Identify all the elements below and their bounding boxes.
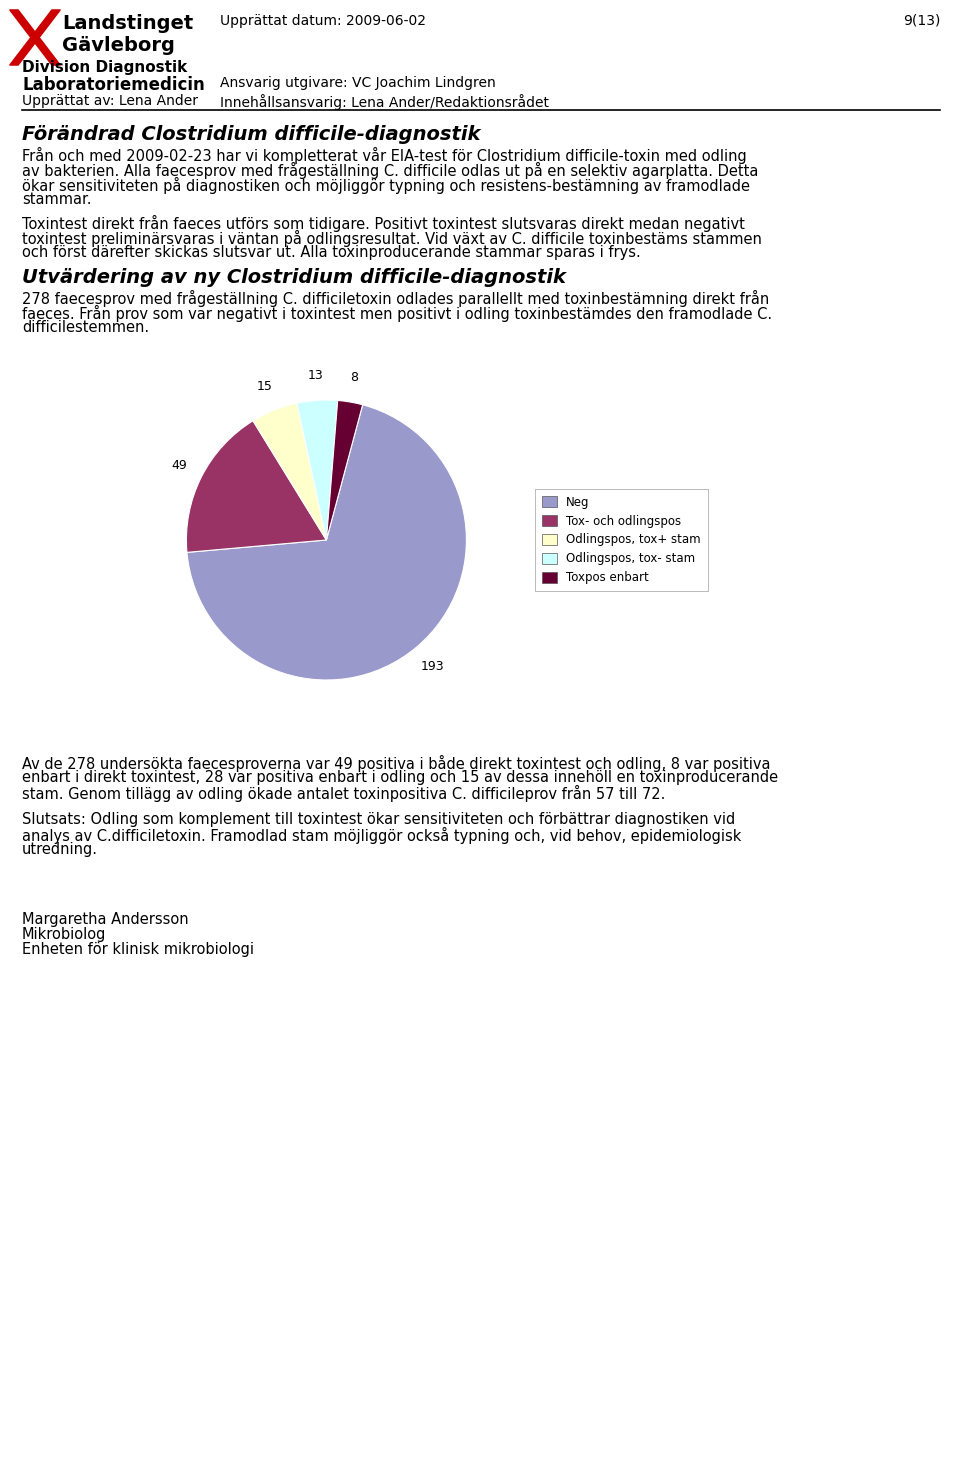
Wedge shape (253, 403, 326, 541)
Text: Från och med 2009-02-23 har vi kompletterat vår EIA-test för Clostridium diffici: Från och med 2009-02-23 har vi komplette… (22, 146, 747, 164)
Text: Innehållsansvarig: Lena Ander/Redaktionsrådet: Innehållsansvarig: Lena Ander/Redaktions… (220, 94, 549, 110)
Text: Gävleborg: Gävleborg (62, 37, 175, 56)
Text: 15: 15 (257, 381, 273, 393)
Text: enbart i direkt toxintest, 28 var positiva enbart i odling och 15 av dessa inneh: enbart i direkt toxintest, 28 var positi… (22, 771, 779, 785)
Text: faeces. Från prov som var negativt i toxintest men positivt i odling toxinbestäm: faeces. Från prov som var negativt i tox… (22, 305, 772, 322)
Text: difficilestemmen.: difficilestemmen. (22, 319, 149, 335)
Text: stammar.: stammar. (22, 192, 91, 207)
Text: ökar sensitiviteten på diagnostiken och möjliggör typning och resistens-bestämni: ökar sensitiviteten på diagnostiken och … (22, 177, 750, 193)
Legend: Neg, Tox- och odlingspos, Odlingspos, tox+ stam, Odlingspos, tox- stam, Toxpos e: Neg, Tox- och odlingspos, Odlingspos, to… (536, 489, 708, 592)
Wedge shape (187, 404, 467, 680)
Wedge shape (186, 420, 326, 552)
Text: och först därefter skickas slutsvar ut. Alla toxinproducerande stammar sparas i : och först därefter skickas slutsvar ut. … (22, 245, 640, 259)
Text: Division Diagnostik: Division Diagnostik (22, 60, 187, 75)
Text: analys av C.difficiletoxin. Framodlad stam möjliggör också typning och, vid beho: analys av C.difficiletoxin. Framodlad st… (22, 828, 741, 844)
Text: toxintest preliminärsvaras i väntan på odlingsresultat. Vid växt av C. difficile: toxintest preliminärsvaras i väntan på o… (22, 230, 762, 248)
Text: Toxintest direkt från faeces utförs som tidigare. Positivt toxintest slutsvaras : Toxintest direkt från faeces utförs som … (22, 215, 745, 231)
Wedge shape (326, 400, 363, 541)
Text: Upprättat av: Lena Ander: Upprättat av: Lena Ander (22, 94, 198, 108)
Text: 8: 8 (350, 371, 359, 384)
Text: Förändrad Clostridium difficile-diagnostik: Förändrad Clostridium difficile-diagnost… (22, 125, 481, 144)
Text: av bakterien. Alla faecesprov med frågeställning C. difficile odlas ut på en sel: av bakterien. Alla faecesprov med fråges… (22, 163, 758, 179)
Text: Margaretha Andersson: Margaretha Andersson (22, 913, 188, 927)
Text: 278 faecesprov med frågeställning C. difficiletoxin odlades parallellt med toxin: 278 faecesprov med frågeställning C. dif… (22, 290, 769, 308)
Text: 9(13): 9(13) (902, 15, 940, 28)
Text: Ansvarig utgivare: VC Joachim Lindgren: Ansvarig utgivare: VC Joachim Lindgren (220, 76, 495, 89)
Text: stam. Genom tillägg av odling ökade antalet toxinpositiva C. difficileprov från : stam. Genom tillägg av odling ökade anta… (22, 785, 665, 801)
Text: 49: 49 (171, 460, 186, 472)
Text: 13: 13 (307, 369, 324, 382)
Text: Laboratoriemedicin: Laboratoriemedicin (22, 76, 204, 94)
Text: Landstinget: Landstinget (62, 15, 193, 34)
Text: Slutsats: Odling som komplement till toxintest ökar sensitiviteten och förbättra: Slutsats: Odling som komplement till tox… (22, 812, 735, 828)
Text: Av de 278 undersökta faecesproverna var 49 positiva i både direkt toxintest och : Av de 278 undersökta faecesproverna var … (22, 754, 771, 772)
Text: Upprättat datum: 2009-06-02: Upprättat datum: 2009-06-02 (220, 15, 426, 28)
Text: Utvärdering av ny Clostridium difficile-diagnostik: Utvärdering av ny Clostridium difficile-… (22, 268, 566, 287)
Text: utredning.: utredning. (22, 842, 98, 857)
Text: Mikrobiolog: Mikrobiolog (22, 927, 107, 942)
Text: 193: 193 (420, 661, 444, 672)
Wedge shape (297, 400, 338, 541)
Text: Enheten för klinisk mikrobiologi: Enheten för klinisk mikrobiologi (22, 942, 254, 957)
